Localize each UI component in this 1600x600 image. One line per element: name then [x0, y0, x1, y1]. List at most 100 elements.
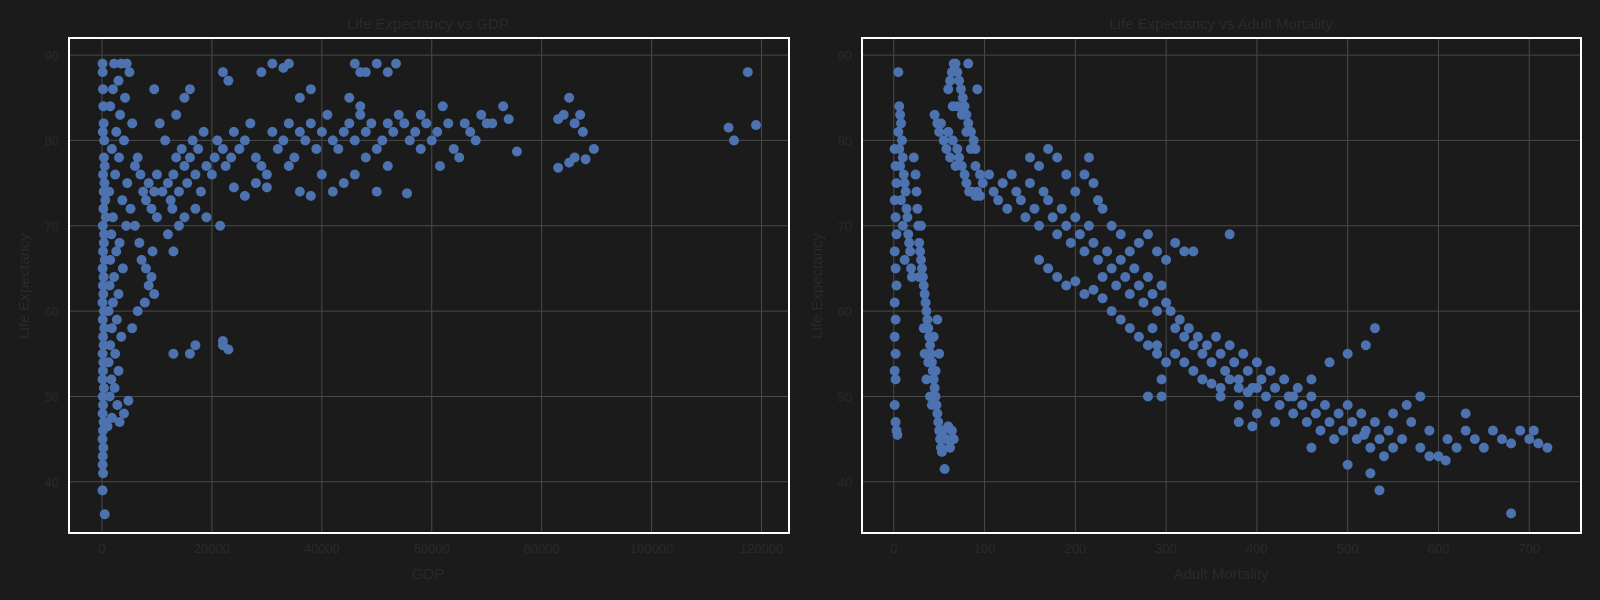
data-point [97, 374, 108, 385]
data-point [99, 135, 110, 146]
data-point [117, 263, 128, 274]
data-point [154, 118, 165, 129]
data-point [198, 126, 209, 137]
data-point [1115, 314, 1126, 325]
data-point [97, 297, 108, 308]
data-point [201, 212, 212, 223]
data-point [114, 237, 125, 248]
data-point [1329, 434, 1340, 445]
data-point [97, 408, 108, 419]
data-point [149, 289, 160, 300]
data-point [1170, 237, 1181, 248]
data-point [1251, 357, 1262, 368]
data-point [124, 67, 135, 78]
data-point [1279, 374, 1290, 385]
data-point [1365, 442, 1376, 453]
data-point [98, 442, 109, 453]
plot-frame-mortality [861, 37, 1582, 534]
data-point [143, 280, 154, 291]
data-point [250, 178, 261, 189]
data-point [1161, 357, 1172, 368]
data-point [957, 92, 968, 103]
data-point [127, 323, 138, 334]
x-tick-label: 400 [1246, 541, 1268, 556]
data-point [890, 417, 901, 428]
data-point [1342, 459, 1353, 470]
data-point [889, 399, 900, 410]
data-point [421, 118, 432, 129]
data-point [201, 161, 212, 172]
data-point [961, 126, 972, 137]
data-point [1133, 280, 1144, 291]
data-point [100, 195, 111, 206]
data-point [98, 382, 109, 393]
data-point [939, 463, 950, 474]
data-point [250, 152, 261, 163]
data-point [333, 143, 344, 154]
data-point [173, 186, 184, 197]
data-point [1292, 382, 1303, 393]
data-point [1147, 323, 1158, 334]
data-point [1401, 399, 1412, 410]
data-point [1034, 161, 1045, 172]
data-point [168, 169, 179, 180]
data-point [1152, 306, 1163, 317]
data-point [391, 58, 402, 69]
data-point [98, 289, 109, 300]
data-point [118, 408, 129, 419]
data-point [1165, 306, 1176, 317]
data-point [109, 382, 120, 393]
data-point [102, 421, 113, 432]
data-point [977, 178, 988, 189]
data-point [895, 109, 906, 120]
data-point [952, 143, 963, 154]
data-point [283, 161, 294, 172]
data-point [106, 229, 117, 240]
data-point [959, 101, 970, 112]
data-point [1079, 169, 1090, 180]
data-point [114, 152, 125, 163]
data-point [751, 120, 762, 131]
data-point [1079, 289, 1090, 300]
data-point [1024, 152, 1035, 163]
data-point [184, 152, 195, 163]
data-point [1052, 229, 1063, 240]
data-point [1038, 186, 1049, 197]
x-tick-label: 300 [1155, 541, 1177, 556]
data-point [99, 509, 110, 520]
data-point [894, 143, 905, 154]
data-point [212, 135, 223, 146]
data-point [1206, 357, 1217, 368]
data-point [278, 135, 289, 146]
data-point [1415, 391, 1426, 402]
data-point [107, 212, 118, 223]
data-point [935, 118, 946, 129]
y-tick-label: 40 [45, 475, 59, 490]
data-point [890, 314, 901, 325]
data-point [97, 348, 108, 359]
data-point [1124, 323, 1135, 334]
data-point [1020, 212, 1031, 223]
data-point [906, 263, 917, 274]
y-tick-label: 80 [838, 133, 852, 148]
data-point [1083, 152, 1094, 163]
data-point [896, 118, 907, 129]
data-point [294, 92, 305, 103]
data-point [1415, 442, 1426, 453]
data-point [959, 169, 970, 180]
data-point [1133, 331, 1144, 342]
data-point [99, 161, 110, 172]
data-point [1052, 152, 1063, 163]
data-point [146, 203, 157, 214]
data-point [1260, 391, 1271, 402]
data-point [918, 323, 929, 334]
data-point [1002, 203, 1013, 214]
data-point [97, 126, 108, 137]
y-tick-label: 70 [838, 219, 852, 234]
data-point [1142, 229, 1153, 240]
data-point [1111, 280, 1122, 291]
data-point [1147, 289, 1158, 300]
data-point [1451, 442, 1462, 453]
data-point [1347, 417, 1358, 428]
data-point [911, 186, 922, 197]
